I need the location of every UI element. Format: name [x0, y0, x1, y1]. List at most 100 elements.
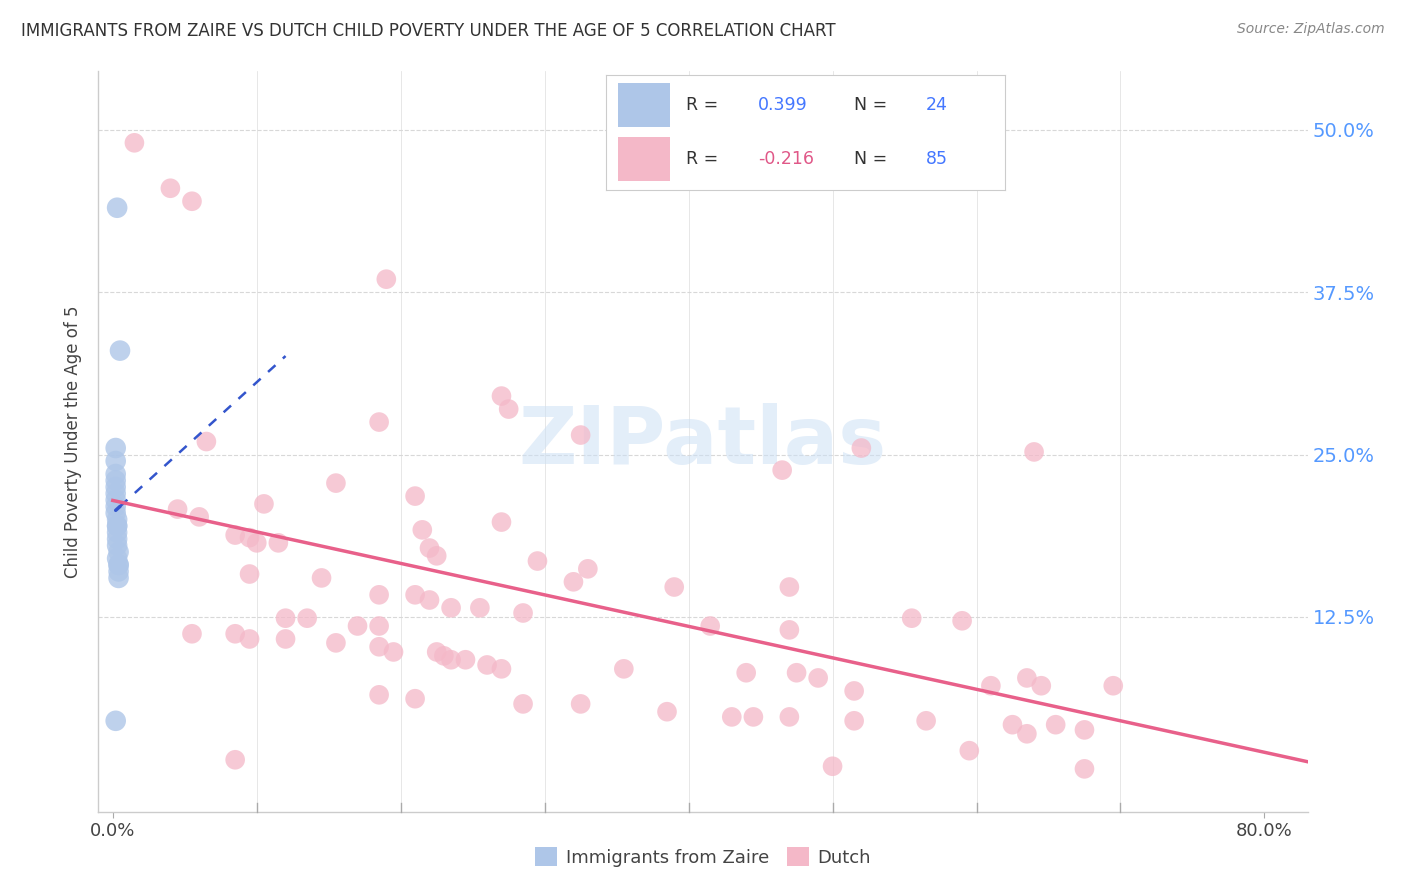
Point — [181, 194, 204, 209]
Point — [267, 536, 290, 550]
Point — [239, 531, 262, 545]
Point — [821, 759, 844, 773]
Point — [105, 201, 128, 215]
Point — [105, 551, 128, 566]
Point — [475, 657, 498, 672]
Point — [124, 136, 146, 150]
Legend: Immigrants from Zaire, Dutch: Immigrants from Zaire, Dutch — [527, 840, 879, 874]
Point — [440, 653, 463, 667]
Point — [274, 632, 297, 646]
Point — [104, 500, 127, 514]
Point — [491, 389, 513, 403]
Point — [844, 684, 866, 698]
Point — [778, 580, 800, 594]
Point — [104, 480, 127, 494]
Point — [440, 600, 463, 615]
Point — [770, 463, 793, 477]
Point — [786, 665, 808, 680]
Point — [426, 645, 449, 659]
Point — [274, 611, 297, 625]
Point — [404, 691, 426, 706]
Point — [105, 525, 128, 540]
Point — [325, 636, 347, 650]
Point — [1073, 723, 1095, 737]
Point — [411, 523, 433, 537]
Point — [512, 606, 534, 620]
Point — [844, 714, 866, 728]
Point — [418, 541, 440, 555]
Point — [105, 512, 128, 526]
Point — [1001, 717, 1024, 731]
Point — [104, 506, 127, 520]
Point — [166, 502, 188, 516]
Point — [491, 515, 513, 529]
Point — [325, 476, 347, 491]
Point — [454, 653, 477, 667]
Point — [433, 648, 456, 663]
Point — [980, 679, 1002, 693]
Point — [664, 580, 686, 594]
Point — [105, 538, 128, 552]
Point — [742, 710, 765, 724]
Point — [915, 714, 938, 728]
Point — [246, 536, 269, 550]
Point — [368, 619, 391, 633]
Point — [188, 509, 211, 524]
Point — [491, 662, 513, 676]
Text: IMMIGRANTS FROM ZAIRE VS DUTCH CHILD POVERTY UNDER THE AGE OF 5 CORRELATION CHAR: IMMIGRANTS FROM ZAIRE VS DUTCH CHILD POV… — [21, 22, 835, 40]
Text: ZIPatlas: ZIPatlas — [519, 402, 887, 481]
Point — [957, 744, 980, 758]
Point — [107, 558, 129, 572]
Point — [107, 571, 129, 585]
Point — [224, 528, 246, 542]
Point — [950, 614, 973, 628]
Point — [778, 710, 800, 724]
Point — [778, 623, 800, 637]
Point — [107, 565, 129, 579]
Point — [346, 619, 368, 633]
Point — [1031, 679, 1053, 693]
Point — [498, 402, 520, 417]
Point — [655, 705, 678, 719]
Point — [253, 497, 276, 511]
Point — [468, 600, 491, 615]
Point — [224, 753, 246, 767]
Point — [1015, 671, 1038, 685]
Point — [104, 493, 127, 508]
Point — [181, 627, 204, 641]
Point — [720, 710, 742, 724]
Point — [104, 714, 127, 728]
Point — [418, 593, 440, 607]
Point — [104, 486, 127, 500]
Point — [159, 181, 181, 195]
Point — [1045, 717, 1067, 731]
Point — [107, 545, 129, 559]
Point — [1022, 445, 1045, 459]
Point — [239, 632, 262, 646]
Point — [526, 554, 548, 568]
Point — [104, 467, 127, 481]
Point — [735, 665, 758, 680]
Point — [900, 611, 922, 625]
Point — [404, 489, 426, 503]
Point — [613, 662, 636, 676]
Point — [426, 549, 449, 563]
Point — [569, 428, 592, 442]
Point — [1015, 727, 1038, 741]
Point — [295, 611, 318, 625]
Point — [108, 343, 131, 358]
Point — [368, 688, 391, 702]
Point — [311, 571, 333, 585]
Point — [576, 562, 599, 576]
Point — [239, 567, 262, 582]
Point — [851, 441, 873, 455]
Point — [105, 519, 128, 533]
Point — [375, 272, 398, 286]
Point — [1102, 679, 1125, 693]
Point — [224, 627, 246, 641]
Point — [368, 640, 391, 654]
Point — [107, 558, 129, 572]
Point — [699, 619, 721, 633]
Point — [105, 532, 128, 546]
Point — [105, 519, 128, 533]
